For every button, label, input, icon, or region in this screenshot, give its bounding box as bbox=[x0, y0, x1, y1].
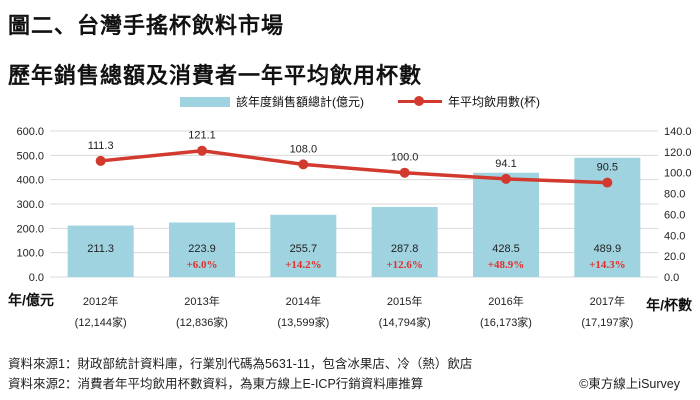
y-right-tick-label: 100.0 bbox=[664, 168, 692, 180]
x-tick-label: 2014年 bbox=[286, 294, 321, 308]
x-sub-label: (12,144家) bbox=[75, 315, 127, 329]
x-tick-label: 2012年 bbox=[83, 294, 118, 308]
line-value-label: 100.0 bbox=[391, 152, 419, 164]
line-point bbox=[399, 167, 410, 178]
y-left-tick-label: 300.0 bbox=[16, 199, 44, 211]
y2-unit-label: 年/杯數 bbox=[646, 297, 692, 313]
line-value-label: 121.1 bbox=[188, 130, 216, 142]
legend-bar-swatch bbox=[180, 96, 230, 107]
x-sub-label: (14,794家) bbox=[379, 315, 431, 329]
y-right-tick-label: 0.0 bbox=[664, 272, 679, 284]
copyright: ©東方線上iSurvey bbox=[579, 377, 680, 391]
line-point bbox=[197, 145, 207, 156]
bar-value-label: 255.7 bbox=[290, 243, 318, 255]
legend-item-cups: 年平均飲用數(杯) bbox=[398, 93, 540, 110]
chart-title: 圖二、台灣手搖杯飲料市場 bbox=[8, 13, 285, 38]
x-tick-label: 2016年 bbox=[488, 294, 523, 308]
bar-value-label: 211.3 bbox=[87, 243, 114, 255]
y-right-tick-label: 120.0 bbox=[664, 147, 692, 159]
line-value-label: 94.1 bbox=[495, 158, 516, 170]
y-left-tick-label: 0.0 bbox=[29, 272, 44, 284]
x-tick-label: 2013年 bbox=[184, 294, 219, 308]
legend-label-sales: 該年度銷售額總計(億元) bbox=[236, 95, 364, 109]
growth-rate-label: +48.9% bbox=[488, 259, 525, 271]
bar-value-label: 223.9 bbox=[188, 243, 216, 255]
legend-label-cups: 年平均飲用數(杯) bbox=[448, 95, 540, 109]
legend-line-swatch bbox=[398, 96, 442, 106]
x-sub-label: (12,836家) bbox=[176, 315, 228, 329]
legend: 該年度銷售額總計(億元) 年平均飲用數(杯) bbox=[0, 93, 700, 109]
y-left-tick-label: 100.0 bbox=[16, 248, 44, 260]
y-left-tick-label: 400.0 bbox=[16, 175, 44, 187]
y-left-tick-label: 200.0 bbox=[16, 223, 44, 235]
line-point bbox=[298, 159, 309, 170]
growth-rate-label: +14.3% bbox=[589, 259, 626, 271]
x-unit-label-bg bbox=[4, 290, 62, 310]
source-note-2: 資料來源2：消費者年平均飲用杯數資料，為東方線上E-ICP行銷資料庫推算 bbox=[8, 377, 424, 391]
y-right-tick-label: 60.0 bbox=[664, 209, 685, 221]
legend-item-sales: 該年度銷售額總計(億元) bbox=[180, 93, 364, 110]
bar bbox=[473, 172, 539, 277]
x-tick-label: 2015年 bbox=[387, 294, 422, 308]
chart-subtitle: 歷年銷售總額及消費者一年平均飲用杯數 bbox=[8, 63, 423, 88]
bar-value-label: 428.5 bbox=[492, 243, 520, 255]
line-point bbox=[501, 173, 511, 184]
bar-value-label: 489.9 bbox=[594, 243, 622, 255]
x-sub-label: (17,197家) bbox=[581, 315, 633, 329]
line-point bbox=[95, 155, 106, 166]
x-unit-label: 年/億元 bbox=[8, 292, 54, 308]
line-value-label: 111.3 bbox=[88, 140, 114, 152]
y-right-tick-label: 140.0 bbox=[664, 126, 692, 138]
x-tick-label: 2017年 bbox=[590, 294, 625, 308]
growth-rate-label: +6.0% bbox=[186, 259, 217, 271]
line-value-label: 90.5 bbox=[597, 162, 618, 174]
bar-value-label: 287.8 bbox=[391, 243, 419, 255]
y-left-tick-label: 600.0 bbox=[16, 126, 44, 138]
line-value-label: 108.0 bbox=[290, 143, 318, 155]
y-right-tick-label: 40.0 bbox=[664, 230, 685, 242]
growth-rate-label: +14.2% bbox=[285, 259, 322, 271]
x-sub-label: (13,599家) bbox=[277, 315, 329, 329]
x-sub-label: (16,173家) bbox=[480, 315, 532, 329]
y-right-tick-label: 80.0 bbox=[664, 189, 685, 201]
line-point bbox=[602, 177, 613, 188]
growth-rate-label: +12.6% bbox=[386, 259, 423, 271]
bar bbox=[67, 225, 134, 277]
y-right-tick-label: 20.0 bbox=[664, 251, 685, 263]
bar bbox=[169, 222, 235, 277]
source-note-1: 資料來源1：財政部統計資料庫，行業別代碼為5631-11，包含冰果店、冷（熱）飲… bbox=[8, 357, 473, 371]
bar bbox=[270, 214, 337, 277]
series-line bbox=[100, 148, 608, 185]
y-left-tick-label: 500.0 bbox=[16, 150, 44, 162]
bar bbox=[371, 206, 438, 277]
